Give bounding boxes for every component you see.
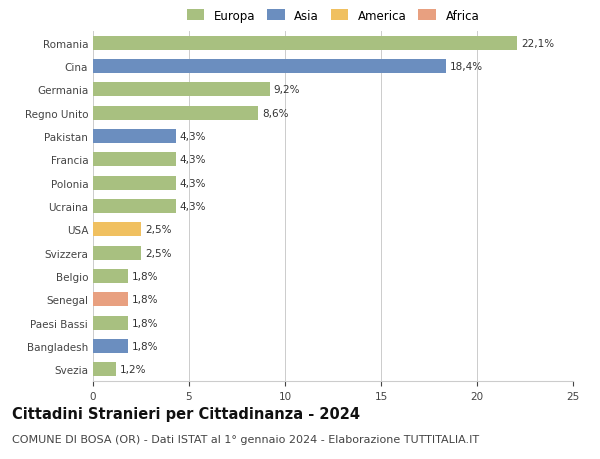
Bar [93,316,128,330]
Text: 9,2%: 9,2% [274,85,300,95]
Text: 1,2%: 1,2% [120,364,146,375]
Bar [93,200,176,213]
Bar [93,153,176,167]
Bar [93,83,269,97]
Bar [93,362,116,376]
Bar [93,37,517,51]
Bar [93,176,176,190]
Text: 1,8%: 1,8% [131,295,158,305]
Text: COMUNE DI BOSA (OR) - Dati ISTAT al 1° gennaio 2024 - Elaborazione TUTTITALIA.IT: COMUNE DI BOSA (OR) - Dati ISTAT al 1° g… [12,434,479,444]
Bar [93,60,446,74]
Bar [93,130,176,144]
Text: 1,8%: 1,8% [131,341,158,351]
Text: 18,4%: 18,4% [450,62,483,72]
Text: 1,8%: 1,8% [131,318,158,328]
Text: 4,3%: 4,3% [179,132,206,142]
Bar [93,269,128,283]
Text: 22,1%: 22,1% [521,39,554,49]
Bar [93,292,128,307]
Bar [93,223,141,237]
Text: 4,3%: 4,3% [179,178,206,188]
Text: 8,6%: 8,6% [262,108,289,118]
Text: 2,5%: 2,5% [145,225,172,235]
Bar [93,106,258,121]
Legend: Europa, Asia, America, Africa: Europa, Asia, America, Africa [187,10,479,23]
Bar [93,339,128,353]
Text: 4,3%: 4,3% [179,202,206,212]
Text: Cittadini Stranieri per Cittadinanza - 2024: Cittadini Stranieri per Cittadinanza - 2… [12,406,360,421]
Bar [93,246,141,260]
Text: 2,5%: 2,5% [145,248,172,258]
Text: 1,8%: 1,8% [131,271,158,281]
Text: 4,3%: 4,3% [179,155,206,165]
